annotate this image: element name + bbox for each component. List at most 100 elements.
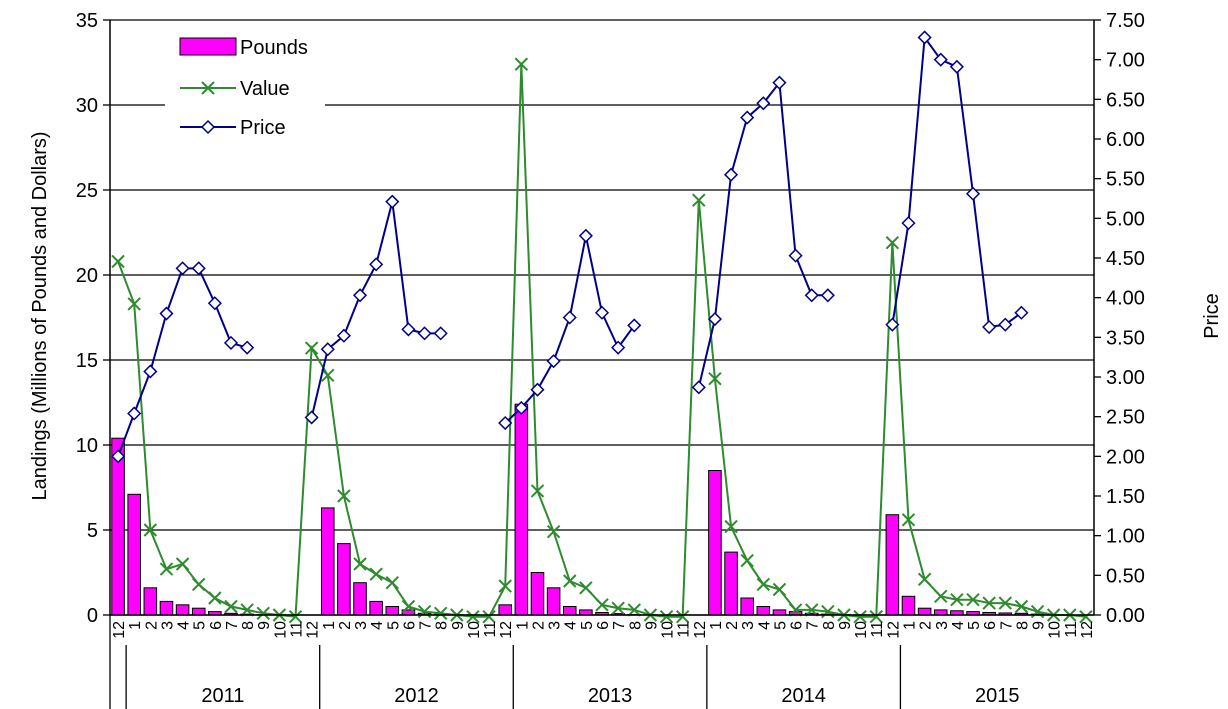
axes — [109, 20, 1095, 616]
month-label-27: 3 — [547, 621, 564, 630]
value-point-stroke-b-27 — [546, 524, 561, 539]
value-point-9 — [256, 606, 270, 621]
price-point-39 — [740, 110, 755, 125]
value-point-stroke-b-56 — [1014, 599, 1029, 614]
value-point-49 — [901, 513, 916, 527]
pounds-bar-25 — [514, 403, 529, 616]
price-point-56 — [1014, 305, 1029, 320]
value-point-stroke-b-22 — [466, 609, 480, 624]
value-point-stroke-b-51 — [934, 589, 948, 604]
value-point-34 — [659, 609, 674, 624]
value-point-31 — [611, 601, 625, 615]
month-label-16: 4 — [369, 621, 386, 630]
month-label-42: 6 — [789, 621, 806, 630]
right-tick-label-3: 1.50 — [1106, 486, 1145, 508]
month-label-60: 12 — [1079, 621, 1096, 639]
right-tick-label-10: 5.00 — [1106, 208, 1145, 230]
value-point-stroke-b-42 — [788, 603, 803, 617]
right-tick-label-2: 1.00 — [1106, 526, 1145, 548]
month-label-22: 10 — [466, 621, 483, 639]
value-point-48 — [885, 235, 900, 250]
value-point-stroke-b-36 — [692, 193, 706, 207]
month-label-56: 8 — [1014, 621, 1031, 630]
left-tick-label-3: 15 — [76, 350, 98, 372]
value-point-4 — [175, 557, 190, 571]
price-segment-2 — [504, 235, 636, 424]
value-point-stroke-b-28 — [563, 574, 577, 588]
value-point-stroke-b-9 — [256, 606, 270, 621]
value-point-stroke-b-35 — [675, 609, 690, 624]
month-label-8: 8 — [240, 621, 257, 630]
pounds-bar-15 — [353, 582, 367, 616]
value-point-stroke-b-4 — [175, 557, 190, 571]
value-point-38 — [724, 519, 738, 534]
price-point-0 — [111, 449, 126, 464]
pounds-bar-4 — [175, 604, 190, 616]
price-point-40 — [756, 96, 771, 111]
pounds-bars — [111, 403, 1061, 616]
value-point-12 — [304, 341, 319, 355]
right-tick-label-0: 0.00 — [1106, 605, 1145, 627]
value-point-stroke-b-1 — [127, 297, 141, 311]
value-point-stroke-b-31 — [611, 601, 625, 615]
left-tick-label-2: 10 — [76, 435, 98, 457]
month-label-17: 5 — [385, 621, 402, 630]
month-label-15: 3 — [353, 621, 370, 630]
price-point-42 — [788, 248, 803, 263]
pounds-bar-51 — [933, 609, 948, 616]
legend: Pounds Value Price — [165, 23, 325, 148]
value-point-13 — [321, 368, 335, 383]
right-tick-label-7: 3.50 — [1106, 327, 1145, 349]
value-point-47 — [869, 609, 883, 624]
month-label-2: 2 — [143, 621, 160, 630]
value-point-50 — [917, 572, 932, 587]
price-point-30 — [594, 305, 610, 320]
value-point-46 — [853, 609, 867, 624]
value-point-stroke-b-49 — [901, 513, 916, 527]
pounds-bar-29 — [579, 609, 593, 616]
month-label-54: 6 — [982, 621, 999, 630]
price-point-5 — [191, 261, 206, 276]
value-point-28 — [563, 574, 577, 588]
year-label-2015: 2015 — [975, 685, 1020, 707]
price-point-29 — [578, 228, 593, 243]
month-label-19: 7 — [418, 621, 435, 630]
value-point-5 — [192, 577, 206, 592]
month-label-26: 2 — [530, 621, 547, 630]
price-point-2 — [143, 364, 158, 379]
month-labels: 12 1 2 3 4 5 6 7 8 9 10 11 12 1 2 3 4 5 6 7 8 9 10 11 12 1 2 3 4 5 6 7 8… — [111, 621, 1096, 639]
month-label-7: 7 — [224, 621, 241, 630]
value-point-18 — [401, 599, 416, 614]
value-point-stroke-b-38 — [724, 519, 738, 534]
value-point-stroke-b-55 — [998, 596, 1012, 610]
month-label-31: 7 — [611, 621, 628, 630]
value-point-stroke-b-8 — [240, 603, 254, 617]
price-point-28 — [562, 310, 577, 325]
value-point-2 — [143, 523, 158, 537]
value-point-24 — [498, 579, 512, 593]
value-point-stroke-b-20 — [433, 606, 448, 621]
month-label-48: 12 — [885, 621, 902, 639]
value-point-stroke-b-43 — [804, 603, 819, 617]
value-point-30 — [595, 598, 609, 612]
right-tick-label-4: 2.00 — [1106, 446, 1145, 468]
pounds-bar-24 — [498, 604, 513, 616]
value-point-stroke-b-6 — [208, 591, 222, 605]
value-point-stroke-b-16 — [369, 567, 383, 581]
right-tick-label-1: 0.50 — [1106, 565, 1145, 587]
value-point-stroke-b-5 — [192, 577, 206, 592]
month-label-58: 10 — [1047, 621, 1064, 639]
month-label-21: 9 — [450, 621, 467, 630]
value-point-7 — [224, 599, 238, 614]
right-axis-ticks: 0.00 0.50 1.00 1.50 2.00 2.50 3.00 3.50 4.00 4.50… — [1094, 10, 1145, 627]
value-point-23 — [482, 609, 496, 624]
month-label-45: 9 — [837, 621, 854, 630]
year-label-2013: 2013 — [588, 685, 633, 707]
price-point-38 — [723, 167, 739, 182]
price-point-12 — [304, 410, 319, 425]
left-axis-title: Landings (Millions of Pounds and Dollars… — [29, 131, 51, 500]
right-tick-label-5: 2.50 — [1106, 407, 1145, 429]
value-point-stroke-b-47 — [869, 609, 883, 624]
pounds-bar-13 — [320, 507, 335, 616]
